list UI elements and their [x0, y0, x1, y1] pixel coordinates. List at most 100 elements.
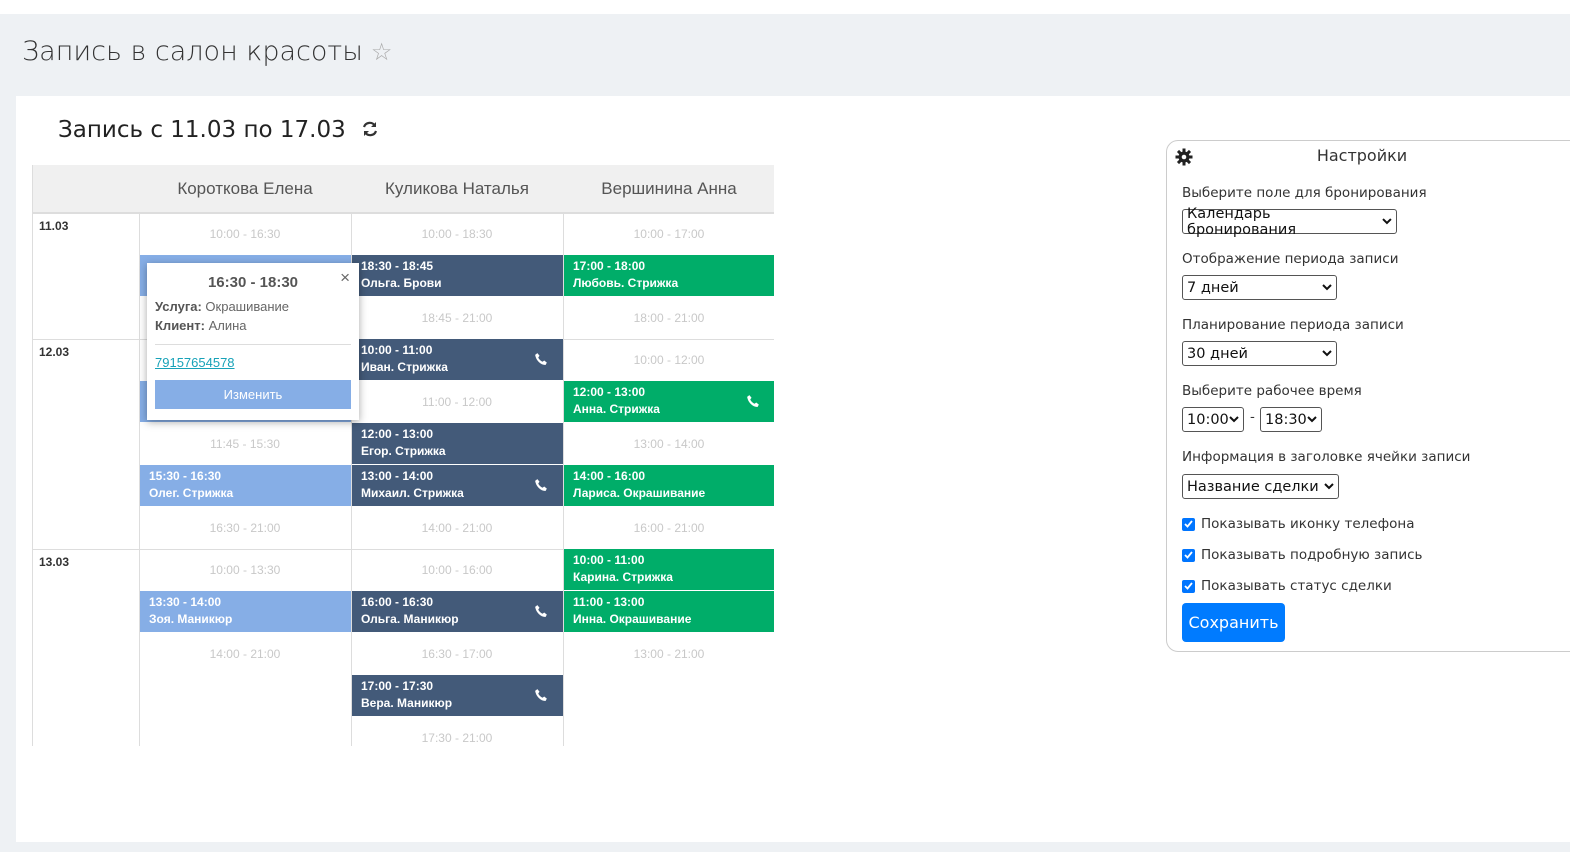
free-slot[interactable]: 11:45 - 15:30: [139, 423, 351, 464]
free-slot[interactable]: 10:00 - 12:00: [563, 339, 774, 380]
slot-time: 16:30 - 17:00: [421, 647, 493, 661]
booked-slot[interactable]: 14:00 - 16:00 Лариса. Окрашивание: [563, 465, 774, 506]
slot-time: 11:00 - 12:00: [422, 395, 492, 409]
schedule-title: Запись с 11.03 по 17.03: [58, 117, 379, 143]
free-slot[interactable]: 18:00 - 21:00: [563, 297, 774, 338]
header-corner: [33, 165, 139, 213]
booked-slot[interactable]: 17:00 - 17:30 Вера. Маникюр: [351, 675, 563, 716]
free-slot[interactable]: 13:00 - 21:00: [563, 633, 774, 674]
booked-slot[interactable]: 17:00 - 18:00 Любовь. Стрижка: [563, 255, 774, 296]
checkbox-row[interactable]: Показывать подробную запись: [1182, 547, 1423, 563]
phone-icon[interactable]: [534, 604, 549, 624]
booked-slot[interactable]: 12:00 - 13:00 Анна. Стрижка: [563, 381, 774, 422]
select[interactable]: 18:30: [1260, 407, 1322, 432]
free-slot[interactable]: 10:00 - 13:30: [139, 549, 351, 590]
checkbox[interactable]: [1182, 548, 1195, 562]
checkbox[interactable]: [1182, 517, 1195, 531]
slot-time: 10:00 - 13:30: [209, 563, 281, 577]
slot-time: 12:00 - 13:00: [573, 385, 646, 399]
schedule-table: Короткова Елена Куликова Наталья Вершинина…: [32, 165, 774, 746]
select-value: 10:00: [1187, 411, 1229, 428]
free-slot[interactable]: 10:00 - 16:00: [351, 549, 563, 590]
slot-client: Анна. Стрижка: [573, 402, 660, 416]
booked-slot[interactable]: 11:00 - 13:00 Инна. Окрашивание: [563, 591, 774, 632]
field-label: Выберите рабочее время: [1182, 383, 1362, 399]
slot-time: 16:00 - 16:30: [361, 595, 434, 609]
phone-icon[interactable]: [534, 688, 549, 708]
slot-time: 17:00 - 18:00: [573, 259, 646, 273]
slot-time: 13:30 - 14:00: [149, 595, 222, 609]
free-slot[interactable]: 16:30 - 21:00: [139, 507, 351, 548]
slot-time: 10:00 - 16:00: [421, 563, 493, 577]
select-value: 30 дней: [1187, 345, 1248, 362]
settings-panel: Настройки Выберите поле для бронирования…: [1166, 140, 1570, 652]
select-value: 7 дней: [1187, 279, 1239, 296]
booked-slot[interactable]: 15:30 - 16:30 Олег. Стрижка: [139, 465, 351, 506]
select[interactable]: Название сделки: [1182, 474, 1339, 499]
slot-client: Зоя. Маникюр: [149, 612, 233, 626]
slot-client: Иван. Стрижка: [361, 360, 448, 374]
free-slot[interactable]: 10:00 - 16:30: [139, 213, 351, 254]
free-slot[interactable]: 14:00 - 21:00: [351, 507, 563, 548]
row-line: [33, 213, 774, 214]
col-line: [139, 213, 140, 746]
slot-time: 10:00 - 11:00: [361, 343, 433, 357]
booked-slot[interactable]: 13:00 - 14:00 Михаил. Стрижка: [351, 465, 563, 506]
checkbox-row[interactable]: Показывать иконку телефона: [1182, 516, 1414, 532]
select[interactable]: Календарь бронирования: [1182, 206, 1397, 238]
booked-slot[interactable]: 12:00 - 13:00 Егор. Стрижка: [351, 423, 563, 464]
staff-header: Вершинина Анна: [563, 165, 774, 213]
free-slot[interactable]: 13:00 - 14:00: [563, 423, 774, 464]
checkbox-row[interactable]: Показывать статус сделки: [1182, 578, 1392, 594]
slot-time: 17:00 - 17:30: [361, 679, 434, 693]
booked-slot[interactable]: 10:00 - 11:00 Карина. Стрижка: [563, 549, 774, 590]
checkbox-label: Показывать иконку телефона: [1201, 516, 1415, 532]
popup-close[interactable]: ×: [340, 268, 350, 287]
save-button[interactable]: Сохранить: [1182, 603, 1285, 642]
free-slot[interactable]: 18:45 - 21:00: [351, 297, 563, 338]
refresh-icon[interactable]: [361, 120, 379, 138]
slot-time: 18:45 - 21:00: [421, 311, 493, 325]
checkbox[interactable]: [1182, 579, 1195, 593]
phone-icon[interactable]: [746, 394, 761, 414]
free-slot[interactable]: 16:30 - 17:00: [351, 633, 563, 674]
select[interactable]: 10:00: [1182, 407, 1244, 432]
booking-popup: 16:30 - 18:30 × Услуга: Окрашивание Клие…: [147, 263, 359, 420]
slot-client: Любовь. Стрижка: [573, 276, 679, 290]
slot-client: Олег. Стрижка: [149, 486, 234, 500]
favorite-star[interactable]: ☆: [370, 38, 393, 66]
free-slot[interactable]: 16:00 - 21:00: [563, 507, 774, 548]
slot-time: 16:30 - 21:00: [209, 521, 281, 535]
booked-slot[interactable]: 13:30 - 14:00 Зоя. Маникюр: [139, 591, 351, 632]
free-slot[interactable]: 11:00 - 12:00: [351, 381, 563, 422]
popup-title: 16:30 - 18:30: [207, 274, 299, 291]
select[interactable]: 7 дней: [1182, 275, 1337, 300]
slot-time: 18:00 - 21:00: [633, 311, 705, 325]
field-label: Отображение периода записи: [1182, 251, 1399, 267]
slot-client: Егор. Стрижка: [361, 444, 446, 458]
free-slot[interactable]: 10:00 - 17:00: [563, 213, 774, 254]
slot-client: Карина. Стрижка: [573, 570, 673, 584]
booked-slot[interactable]: 10:00 - 11:00 Иван. Стрижка: [351, 339, 563, 380]
booked-slot[interactable]: 18:30 - 18:45 Ольга. Брови: [351, 255, 563, 296]
slot-time: 14:00 - 21:00: [209, 647, 281, 661]
slot-time: 16:00 - 21:00: [633, 521, 705, 535]
phone-link[interactable]: 79157654578: [155, 355, 235, 370]
slot-time: 13:00 - 14:00: [633, 437, 705, 451]
select[interactable]: 30 дней: [1182, 341, 1337, 366]
edit-button[interactable]: Изменить: [155, 380, 351, 409]
phone-icon[interactable]: [534, 352, 549, 372]
free-slot[interactable]: 14:00 - 21:00: [139, 633, 351, 674]
select-value: 18:30: [1265, 411, 1307, 428]
slot-time: 15:30 - 16:30: [149, 469, 222, 483]
separator: [155, 344, 351, 345]
free-slot[interactable]: 10:00 - 18:30: [351, 213, 563, 254]
phone-icon[interactable]: [534, 478, 549, 498]
free-slot[interactable]: 17:30 - 21:00: [351, 717, 563, 746]
col-line: [563, 213, 564, 746]
booked-slot[interactable]: 16:00 - 16:30 Ольга. Маникюр: [351, 591, 563, 632]
select-value: Календарь бронирования: [1187, 205, 1297, 238]
field-label: Клиент:: [155, 318, 205, 333]
slot-client: Михаил. Стрижка: [361, 486, 464, 500]
